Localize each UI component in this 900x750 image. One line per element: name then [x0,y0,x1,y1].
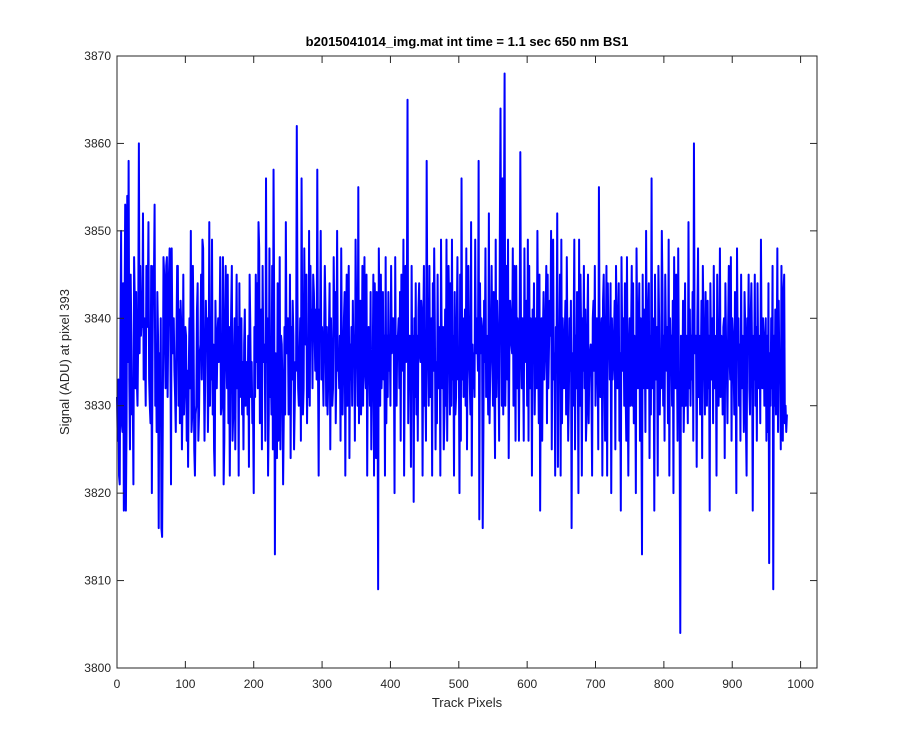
y-axis: 3800 3810 3820 3830 3840 3850 3860 3870 [84,49,817,675]
x-tick-label-1: 100 [175,677,195,691]
y-tick-label-1: 3810 [84,574,111,588]
x-tick-label-3: 300 [312,677,332,691]
chart-title: b2015041014_img.mat int time = 1.1 sec 6… [306,34,629,49]
y-tick-label-2: 3820 [84,486,111,500]
x-tick-label-5: 500 [449,677,469,691]
x-tick-label-6: 600 [517,677,537,691]
x-tick-label-9: 900 [722,677,742,691]
y-tick-label-4: 3840 [84,311,111,325]
x-tick-label-4: 400 [380,677,400,691]
y-tick-label-5: 3850 [84,224,111,238]
x-axis: 0 100 200 300 400 500 600 700 800 900 1000 [114,56,814,691]
y-tick-label-3: 3830 [84,399,111,413]
x-tick-label-2: 200 [244,677,264,691]
y-tick-label-7: 3870 [84,49,111,63]
y-tick-label-6: 3860 [84,136,111,150]
series-line-0 [116,72,788,635]
y-axis-label: Signal (ADU) at pixel 393 [57,289,72,435]
y-tick-label-0: 3800 [84,661,111,675]
x-tick-label-10: 1000 [787,677,814,691]
x-tick-label-0: 0 [114,677,121,691]
axes-box [116,55,818,669]
x-tick-label-7: 700 [586,677,606,691]
x-tick-label-8: 800 [654,677,674,691]
series-layer [116,72,788,635]
x-axis-label: Track Pixels [432,695,503,710]
